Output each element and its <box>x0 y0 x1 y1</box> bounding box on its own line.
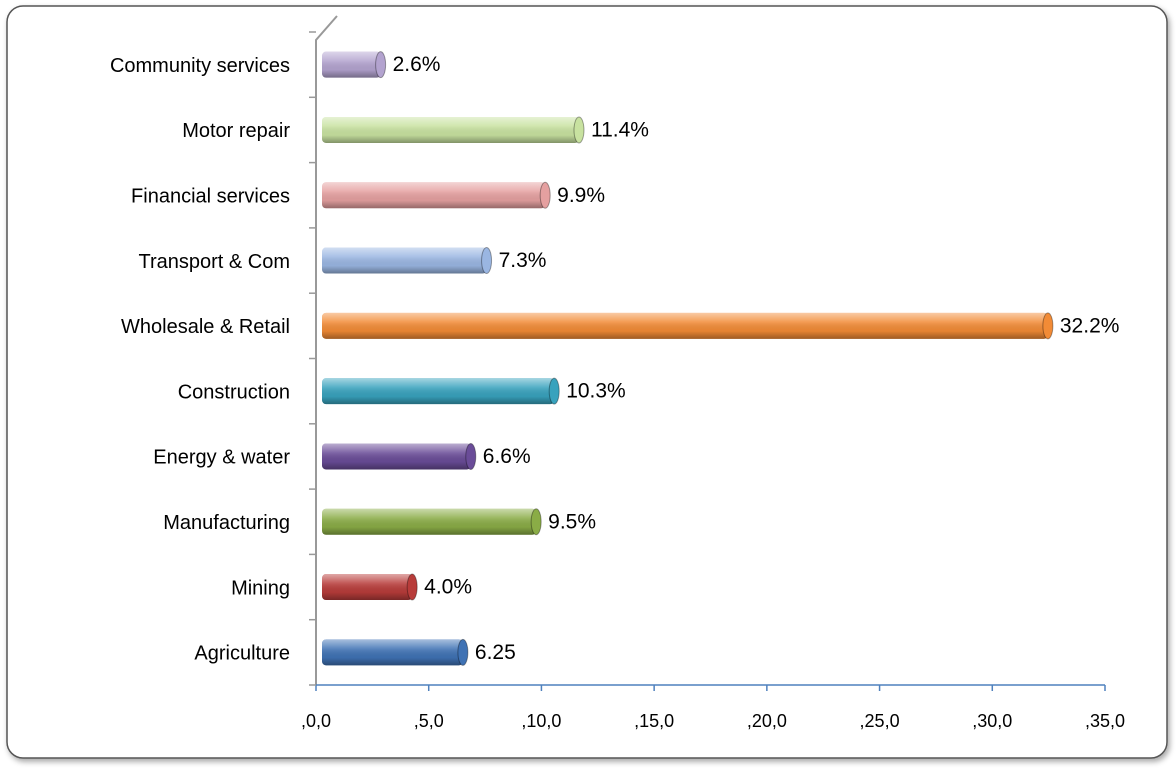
bar-shade <box>322 312 1048 339</box>
x-tick-label: ,0,0 <box>301 711 331 731</box>
x-tick-label: ,15,0 <box>634 711 674 731</box>
y-tick-label: Agriculture <box>194 643 290 665</box>
y-tick-label: Motor repair <box>182 120 290 142</box>
bar-shade <box>322 443 471 470</box>
data-label: 9.9% <box>557 184 605 207</box>
bar-shade <box>322 51 381 78</box>
y-tick-label: Construction <box>178 381 290 403</box>
y-tick-label: Transport & Com <box>138 251 290 273</box>
bar-cap <box>481 247 493 275</box>
x-tick-label: ,10,0 <box>521 711 561 731</box>
bar-cap <box>406 573 418 601</box>
y-tick-label: Energy & water <box>153 447 290 469</box>
y-tick-label: Mining <box>231 577 290 599</box>
data-label: 7.3% <box>499 249 547 272</box>
bar-cap <box>548 377 560 405</box>
bar-cap <box>539 181 551 209</box>
x-tick-label: ,35,0 <box>1085 711 1125 731</box>
y-tick-label: Community services <box>110 55 290 77</box>
y-tick-label: Manufacturing <box>163 512 290 534</box>
bar-shade <box>322 182 546 209</box>
x-tick-label: ,25,0 <box>860 711 900 731</box>
bar-cap <box>1042 312 1054 340</box>
data-label: 32.2% <box>1060 314 1120 337</box>
bar-cap <box>530 508 542 536</box>
bar-shade <box>322 116 579 143</box>
bar-shade <box>322 378 555 405</box>
bar-cap <box>375 51 387 79</box>
x-tick-label: ,20,0 <box>747 711 787 731</box>
x-tick-label: ,5,0 <box>414 711 444 731</box>
data-label: 10.3% <box>566 380 626 403</box>
bar-shade <box>322 574 413 601</box>
data-label: 2.6% <box>393 53 441 76</box>
bar-cap <box>573 116 585 144</box>
x-tick-label: ,30,0 <box>972 711 1012 731</box>
chart-frame <box>6 5 1168 759</box>
data-label: 11.4% <box>591 118 649 141</box>
data-label: 9.5% <box>548 510 596 533</box>
bar-shade <box>322 508 537 535</box>
bar-cap <box>457 638 469 666</box>
y-tick-label: Financial services <box>131 186 290 208</box>
bar-cap <box>465 442 477 470</box>
bar-shade <box>322 639 463 666</box>
data-label: 4.0% <box>424 576 472 599</box>
data-label: 6.25 <box>475 641 516 664</box>
y-axis-wall <box>315 15 338 685</box>
y-tick-label: Wholesale & Retail <box>121 316 290 338</box>
bar-shade <box>322 247 487 274</box>
data-label: 6.6% <box>483 445 531 468</box>
